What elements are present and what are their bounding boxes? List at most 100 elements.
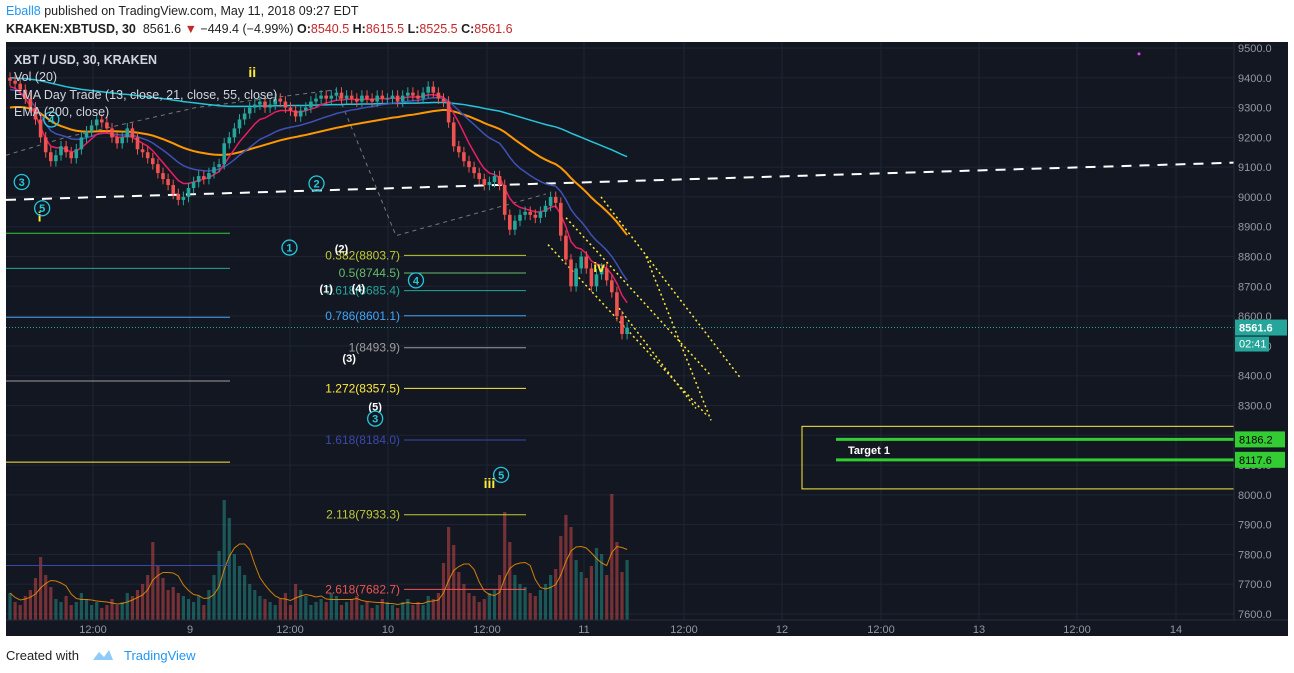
volume-bar	[584, 578, 588, 620]
volume-bar	[74, 602, 78, 620]
candle-body	[8, 77, 12, 81]
price-chart[interactable]: 0.382(8803.7) 0.5(8744.5) 0.618(8685.4) 0.7…	[5, 42, 1288, 636]
volume-bar	[610, 494, 614, 620]
candle-body	[375, 95, 379, 102]
candle-body	[355, 98, 359, 102]
candle-body	[339, 92, 344, 99]
price-axis-tick: 7800.0	[1238, 549, 1272, 561]
wave-count-label: 3	[19, 177, 25, 189]
candle-body	[477, 173, 481, 180]
wave-count-label: (2)	[335, 244, 349, 256]
candle-body	[105, 122, 109, 129]
price-axis-tick: 8900.0	[1238, 222, 1272, 234]
volume-bar	[232, 554, 236, 620]
price-axis-tick: 7700.0	[1238, 579, 1272, 591]
volume-bar	[28, 590, 32, 620]
high-label: H:	[352, 22, 366, 36]
volume-bar	[538, 590, 542, 620]
candle-body	[451, 122, 456, 147]
volume-bar	[625, 560, 629, 620]
time-axis-tick: 11	[578, 624, 589, 636]
volume-bar	[237, 566, 242, 620]
publish-text: published on TradingView.com, May 11, 20…	[44, 4, 359, 18]
candle-body	[23, 89, 28, 99]
price-axis-tick: 9500.0	[1238, 43, 1272, 55]
chart-area[interactable]: 0.382(8803.7) 0.5(8744.5) 0.618(8685.4) 0.7…	[5, 42, 1288, 636]
volume-bar	[492, 590, 497, 620]
candle-body	[202, 176, 206, 180]
last-price-tag-label: 8561.6	[1239, 323, 1273, 335]
volume-bar	[416, 602, 420, 620]
candle-body	[574, 268, 578, 287]
candle-body	[222, 143, 226, 165]
wave-count-circle	[33, 200, 51, 217]
price-axis-tick: 9000.0	[1238, 192, 1272, 204]
wave-count-label: iv	[593, 259, 605, 275]
volume-bar	[518, 584, 522, 620]
candle-body	[196, 176, 201, 183]
volume-bar	[49, 587, 53, 620]
target-label: Target 1	[848, 445, 890, 457]
wave-projection-line	[5, 89, 547, 237]
target-price-tag-label: 8186.2	[1239, 434, 1273, 446]
candle-body	[589, 268, 594, 287]
candle-body	[69, 152, 73, 159]
candle-body	[564, 235, 568, 260]
candle-body	[130, 128, 135, 138]
legend-volume: Vol (20)	[14, 70, 57, 84]
candle-body	[462, 152, 466, 162]
marker-dot	[1137, 52, 1141, 56]
tradingview-link[interactable]: TradingView	[124, 648, 196, 663]
author-name[interactable]: Eball8	[6, 4, 41, 18]
volume-bar	[146, 575, 150, 620]
candle-body	[156, 164, 160, 174]
time-axis-tick: 12:00	[79, 624, 107, 636]
wave-count-circle	[281, 239, 298, 256]
volume-bar	[288, 605, 293, 620]
time-axis-tick: 13	[973, 624, 985, 636]
volume-bar	[23, 596, 27, 620]
trendline	[5, 161, 1235, 201]
volume-bar	[84, 599, 89, 620]
volume-bar	[125, 593, 129, 620]
volume-bar	[299, 590, 303, 620]
candle-body	[33, 107, 38, 120]
volume-bar	[222, 500, 226, 620]
tradingview-logo-icon[interactable]	[91, 648, 115, 665]
candle-body	[400, 95, 405, 102]
candle-body	[584, 256, 589, 269]
volume-bar	[345, 602, 349, 620]
volume-bar	[472, 596, 476, 620]
target-price-tag-label: 8117.6	[1239, 455, 1272, 467]
candle-body	[625, 327, 629, 334]
ema200-line	[9, 77, 628, 158]
candle-body	[212, 167, 216, 174]
open-value: 8540.5	[310, 22, 350, 36]
volume-bar	[100, 608, 104, 620]
candle-body	[278, 98, 283, 102]
time-axis-background	[6, 620, 1288, 636]
legend-ema-day-trade: EMA Day Trade (13, close, 21, close, 55,…	[14, 88, 277, 102]
candle-body	[411, 92, 415, 96]
candle-body	[395, 95, 400, 102]
candle-body	[365, 95, 369, 99]
price-axis-tick: 8800.0	[1238, 252, 1272, 264]
candle-body	[273, 98, 277, 105]
volume-bar	[334, 596, 338, 620]
volume-bar	[431, 599, 435, 620]
low-value: 8525.5	[419, 22, 458, 36]
candle-body	[569, 259, 573, 287]
candle-body	[533, 214, 538, 218]
candle-body	[324, 95, 328, 99]
last-price: 8561.6	[142, 22, 182, 36]
wave-count-label: (5)	[368, 401, 382, 413]
fib-level-label: 0.382(8803.7)	[325, 248, 400, 262]
volume-bar	[69, 605, 73, 620]
fib-level-label: 1(8493.9)	[349, 341, 400, 355]
candle-body	[406, 92, 410, 96]
volume-bar	[207, 590, 211, 620]
candle-body	[487, 182, 492, 186]
candle-body	[502, 185, 507, 215]
channel-line	[565, 217, 712, 377]
candle-body	[227, 137, 232, 144]
